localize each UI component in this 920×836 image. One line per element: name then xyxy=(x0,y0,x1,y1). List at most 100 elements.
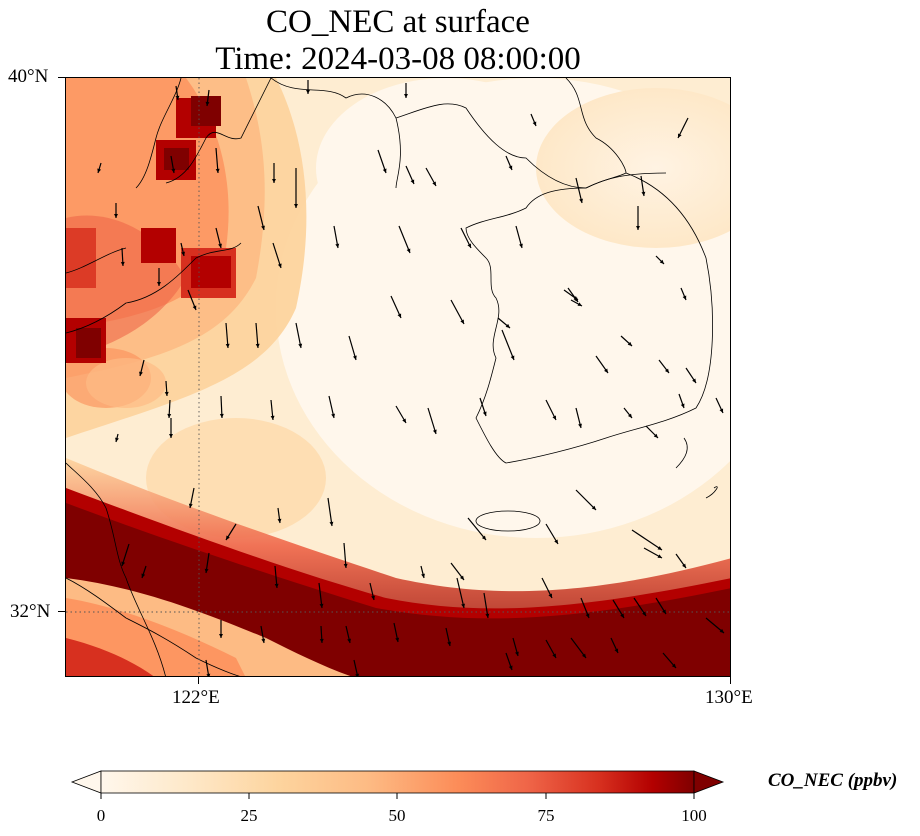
wind-arrow-head xyxy=(577,302,582,306)
wind-arrow-head xyxy=(294,203,298,208)
wind-arrow xyxy=(257,205,265,231)
coastlines xyxy=(66,78,718,676)
wind-arrow-head xyxy=(114,213,118,218)
wind-arrow-head xyxy=(508,665,513,670)
colorbar-tick-0: 0 xyxy=(96,806,106,825)
wind-arrow xyxy=(575,177,583,204)
wind-arrow-head xyxy=(591,505,596,510)
wind-arrow-head xyxy=(678,133,682,138)
y-tick-label-top: 40°N xyxy=(8,66,49,87)
wind-arrow-head xyxy=(481,535,486,540)
plot-title-line2: Time: 2024-03-08 08:00:00 xyxy=(215,41,581,77)
wind-arrow-head xyxy=(219,413,224,418)
wind-arrow xyxy=(215,147,219,174)
wind-arrow-head xyxy=(272,178,276,183)
wind-arrow-head xyxy=(188,503,193,508)
wind-arrow-head xyxy=(255,343,260,348)
wind-arrow-head xyxy=(167,413,172,418)
wind-arrow-head xyxy=(164,391,169,396)
wind-arrow-head xyxy=(482,411,487,416)
wind-vectors xyxy=(97,80,725,676)
y-tick-mark-bottom xyxy=(58,611,65,612)
wind-arrow xyxy=(295,322,302,349)
wind-arrow-head xyxy=(460,319,464,324)
wind-arrow-head xyxy=(404,93,408,98)
wind-arrow-head xyxy=(421,573,425,578)
wind-arrow-head xyxy=(552,653,556,658)
colorbar-tick-50: 50 xyxy=(388,806,406,825)
wind-arrow-head xyxy=(139,371,143,376)
wind-arrow-head xyxy=(548,593,552,598)
wind-arrow xyxy=(343,542,347,569)
colorbar-label: CO_NEC (ppbv) xyxy=(768,770,898,791)
wind-arrow xyxy=(398,225,411,254)
wind-arrow-head xyxy=(226,535,230,540)
wind-arrow-head xyxy=(331,413,336,418)
wind-arrow xyxy=(225,322,229,349)
wind-arrow-head xyxy=(432,181,436,186)
wind-arrow xyxy=(467,517,487,541)
wind-arrow-head xyxy=(371,595,375,600)
wind-arrow-head xyxy=(335,243,340,248)
wind-arrow xyxy=(456,577,465,609)
wind-arrow-head xyxy=(653,433,658,438)
wind-arrow xyxy=(501,329,515,361)
wind-arrow-head xyxy=(519,243,523,248)
wind-arrow-head xyxy=(205,101,210,106)
colorbar-ticks xyxy=(100,793,695,799)
wind-arrow-head xyxy=(218,243,222,248)
wind-arrow-head xyxy=(659,259,664,264)
wind-arrow-head xyxy=(682,295,687,300)
wind-arrow-head xyxy=(204,568,209,573)
colorbar-tick-25: 25 xyxy=(240,806,258,825)
colorbar xyxy=(70,770,725,799)
wind-arrow-head xyxy=(169,433,173,438)
wind-arrow-head xyxy=(680,403,685,408)
wind-arrow-head xyxy=(692,378,696,383)
wind-arrow-head xyxy=(410,179,415,184)
wind-arrow-head xyxy=(585,613,590,618)
wind-arrow-head xyxy=(121,561,126,566)
wind-arrow-head xyxy=(382,168,387,173)
wind-arrow-head xyxy=(582,653,586,658)
wind-arrow-head xyxy=(719,628,724,633)
wind-arrow xyxy=(631,529,663,551)
wind-arrow-head xyxy=(554,539,558,544)
wind-arrow-head xyxy=(641,191,646,196)
wind-arrow-head xyxy=(306,89,310,94)
wind-arrow-head xyxy=(219,633,223,638)
wind-arrow-head xyxy=(215,168,220,173)
wind-arrow xyxy=(483,592,489,619)
wind-arrow xyxy=(450,299,465,325)
wind-arrow-head xyxy=(552,415,556,420)
wind-arrow-head xyxy=(461,603,465,608)
wind-arrow-head xyxy=(579,198,583,203)
wind-arrow-head xyxy=(141,573,146,578)
wind-arrow-head xyxy=(620,613,624,618)
wind-arrow-head xyxy=(298,343,303,348)
wind-arrow-head xyxy=(115,437,119,442)
wind-arrow-head xyxy=(485,613,490,618)
wind-arrow-head xyxy=(508,165,513,170)
wind-arrow-head xyxy=(459,575,464,580)
wind-arrow-head xyxy=(395,637,400,642)
wind-arrow xyxy=(318,582,323,609)
wind-arrow-head xyxy=(447,641,452,646)
wind-arrow-head xyxy=(578,423,582,428)
wind-arrow-head xyxy=(432,429,437,434)
wind-arrow-head xyxy=(573,296,578,300)
wind-arrow-head xyxy=(171,168,176,173)
wind-arrow-head xyxy=(261,225,265,230)
wind-arrow-head xyxy=(636,225,640,230)
wind-arrow-head xyxy=(664,368,669,373)
concentration-map xyxy=(66,78,730,676)
wind-arrow-head xyxy=(352,355,357,360)
x-tick-label-left: 122°E xyxy=(172,687,220,708)
wind-arrow xyxy=(327,497,333,527)
wind-arrow-head xyxy=(510,355,515,360)
wind-arrow-head xyxy=(261,638,266,643)
wind-arrow-head xyxy=(355,673,360,676)
wind-arrow-head xyxy=(614,648,619,653)
wind-arrow-head xyxy=(277,263,282,268)
wind-arrow-head xyxy=(277,518,282,523)
